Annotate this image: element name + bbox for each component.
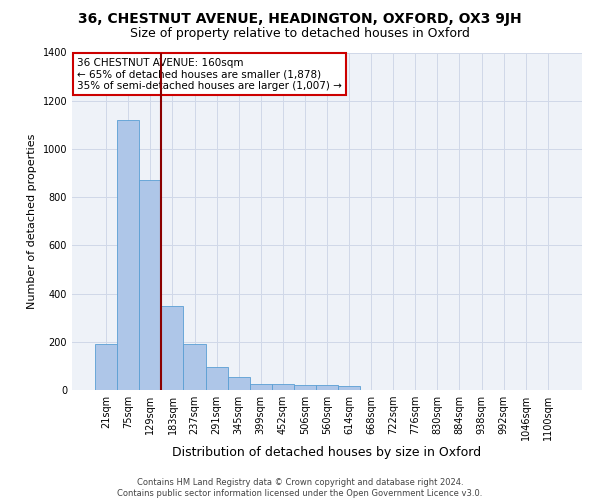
Y-axis label: Number of detached properties: Number of detached properties xyxy=(27,134,37,309)
Bar xyxy=(250,384,272,390)
Bar xyxy=(117,120,139,390)
Bar xyxy=(272,384,294,390)
Bar xyxy=(161,306,184,390)
Bar xyxy=(139,180,161,390)
Text: Contains HM Land Registry data © Crown copyright and database right 2024.
Contai: Contains HM Land Registry data © Crown c… xyxy=(118,478,482,498)
Bar xyxy=(184,344,206,390)
Text: 36, CHESTNUT AVENUE, HEADINGTON, OXFORD, OX3 9JH: 36, CHESTNUT AVENUE, HEADINGTON, OXFORD,… xyxy=(78,12,522,26)
Bar xyxy=(206,367,227,390)
Text: Size of property relative to detached houses in Oxford: Size of property relative to detached ho… xyxy=(130,28,470,40)
Bar xyxy=(227,376,250,390)
X-axis label: Distribution of detached houses by size in Oxford: Distribution of detached houses by size … xyxy=(172,446,482,458)
Text: 36 CHESTNUT AVENUE: 160sqm
← 65% of detached houses are smaller (1,878)
35% of s: 36 CHESTNUT AVENUE: 160sqm ← 65% of deta… xyxy=(77,58,342,91)
Bar xyxy=(95,344,117,390)
Bar xyxy=(338,386,360,390)
Bar xyxy=(316,385,338,390)
Bar xyxy=(294,385,316,390)
